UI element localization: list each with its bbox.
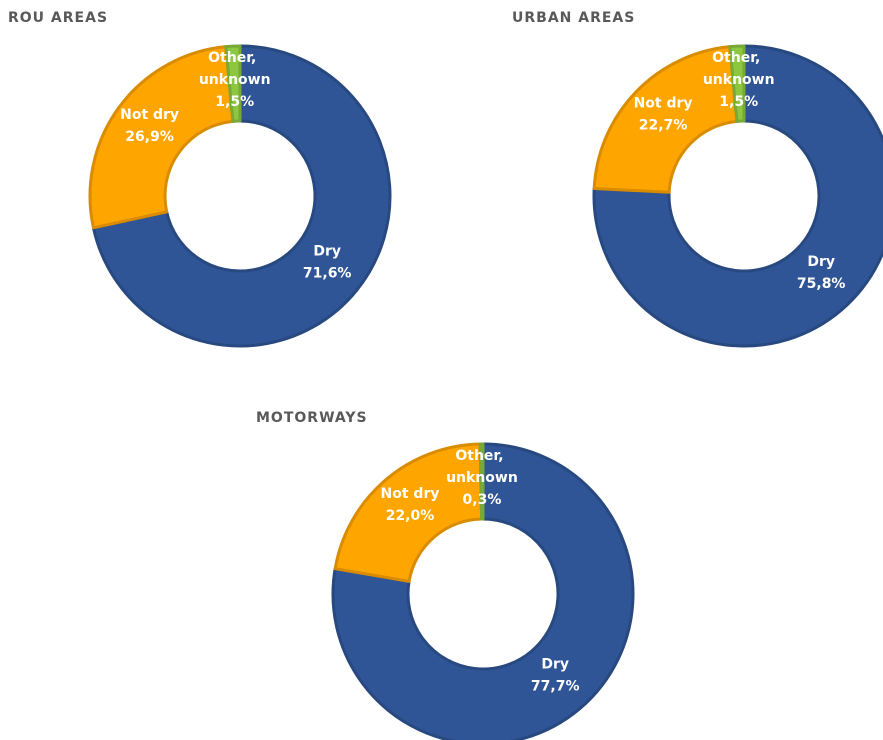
slice-value-label: 71,6% xyxy=(303,265,352,281)
slice-category-label: Dry xyxy=(807,254,835,270)
slice-value-label: 1,5% xyxy=(215,94,254,110)
donut-slice xyxy=(333,442,484,583)
slice-value-label: 26,9% xyxy=(125,129,174,145)
slice-value-label: 75,8% xyxy=(797,276,846,292)
slice-value-label: 0,3% xyxy=(463,492,502,508)
slice-category-label: Dry xyxy=(313,243,341,259)
chart-title: ROU AREAS xyxy=(8,10,108,26)
label-line: unknown xyxy=(703,72,775,88)
label-line: Dry xyxy=(807,254,835,270)
slice-value-label: 77,7% xyxy=(531,679,580,695)
slice-category-label: Not dry xyxy=(120,107,179,123)
label-line: Other, xyxy=(455,448,508,464)
slice-category-label: Other, unknown xyxy=(703,50,775,88)
slice-category-label: Not dry xyxy=(634,96,693,112)
label-line: Dry xyxy=(313,243,341,259)
slice-category-label: Other, unknown xyxy=(446,448,518,486)
donut-slice xyxy=(592,45,739,194)
label-line: Dry xyxy=(541,657,569,673)
label-line: Not dry xyxy=(120,107,179,123)
slice-category-label: Dry xyxy=(541,657,569,673)
donut-slice xyxy=(478,442,485,521)
donut-slice xyxy=(88,45,235,230)
slice-value-label: 22,0% xyxy=(386,508,435,524)
label-line: Other, xyxy=(208,50,261,66)
donut-slice xyxy=(728,44,746,123)
slice-category-label: Other, unknown xyxy=(199,50,271,88)
chart-title: MOTORWAYS xyxy=(256,410,368,426)
chart-title: URBAN AREAS xyxy=(512,10,635,26)
donut-slice xyxy=(592,44,883,348)
donut-slice xyxy=(91,44,392,348)
label-line: Not dry xyxy=(381,486,440,502)
label-line: Other, xyxy=(712,50,765,66)
slice-value-label: 1,5% xyxy=(719,94,758,110)
donut-slice xyxy=(331,442,635,740)
donut-slice xyxy=(224,44,242,123)
label-line: unknown xyxy=(446,470,518,486)
label-line: Not dry xyxy=(634,96,693,112)
label-line: unknown xyxy=(199,72,271,88)
slice-value-label: 22,7% xyxy=(639,118,688,134)
slice-category-label: Not dry xyxy=(381,486,440,502)
